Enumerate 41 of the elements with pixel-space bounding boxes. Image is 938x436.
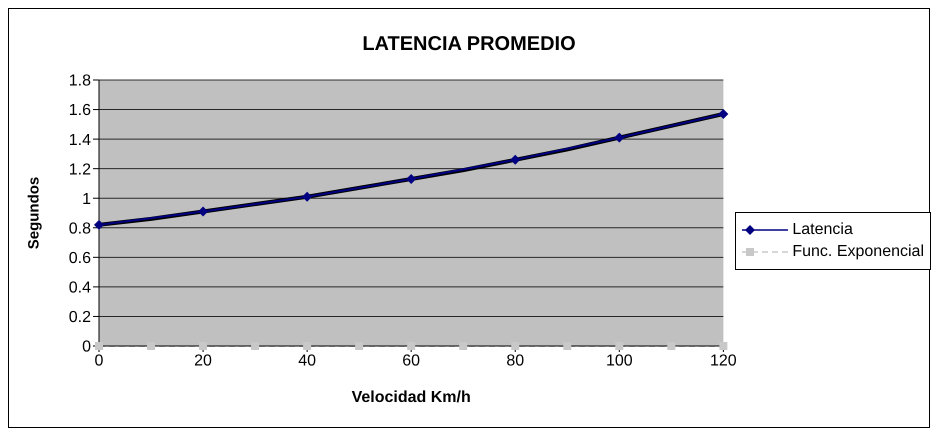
point	[147, 342, 156, 350]
chart-title: LATENCIA PROMEDIO	[361, 33, 577, 56]
point	[407, 342, 416, 350]
point	[615, 342, 624, 350]
y-tick-label: 1.2	[68, 161, 92, 178]
x-tick-label: 60	[402, 352, 420, 370]
point	[719, 342, 728, 350]
y-tick-label: 1.8	[68, 72, 92, 90]
point	[563, 342, 572, 350]
legend-label: Latencia	[792, 221, 853, 239]
y-tick-label: 0	[82, 338, 92, 356]
x-tick-label: 20	[194, 352, 212, 370]
point	[510, 154, 520, 165]
legend-label: Func. Exponencial	[792, 243, 924, 261]
point	[198, 206, 208, 217]
point	[614, 132, 624, 143]
x-tick-label: 40	[298, 352, 316, 370]
y-tick-label: 1.4	[68, 132, 92, 149]
point	[303, 342, 312, 350]
point	[718, 108, 728, 119]
x-tick-label: 100	[606, 352, 633, 370]
x-axis-title: Velocidad Km/h	[352, 389, 471, 406]
x-tick-label: 0	[94, 352, 104, 370]
point	[199, 342, 208, 350]
point	[667, 342, 676, 350]
point	[95, 342, 103, 350]
point	[511, 342, 520, 350]
point	[406, 174, 416, 184]
point	[251, 342, 260, 350]
y-tick-label: 1	[82, 190, 92, 208]
y-tick-label: 0.6	[68, 250, 92, 268]
x-tick-label: 80	[506, 352, 524, 370]
point	[355, 342, 364, 350]
y-tick-label: 1.6	[68, 102, 92, 120]
x-tick-label: 120	[710, 352, 737, 370]
y-tick-label: 0.8	[68, 220, 92, 238]
point	[459, 342, 468, 350]
point	[302, 192, 312, 202]
y-tick-label: 0.4	[68, 280, 92, 297]
y-tick-label: 0.2	[68, 309, 92, 326]
y-axis-title: Segundos	[25, 176, 42, 250]
